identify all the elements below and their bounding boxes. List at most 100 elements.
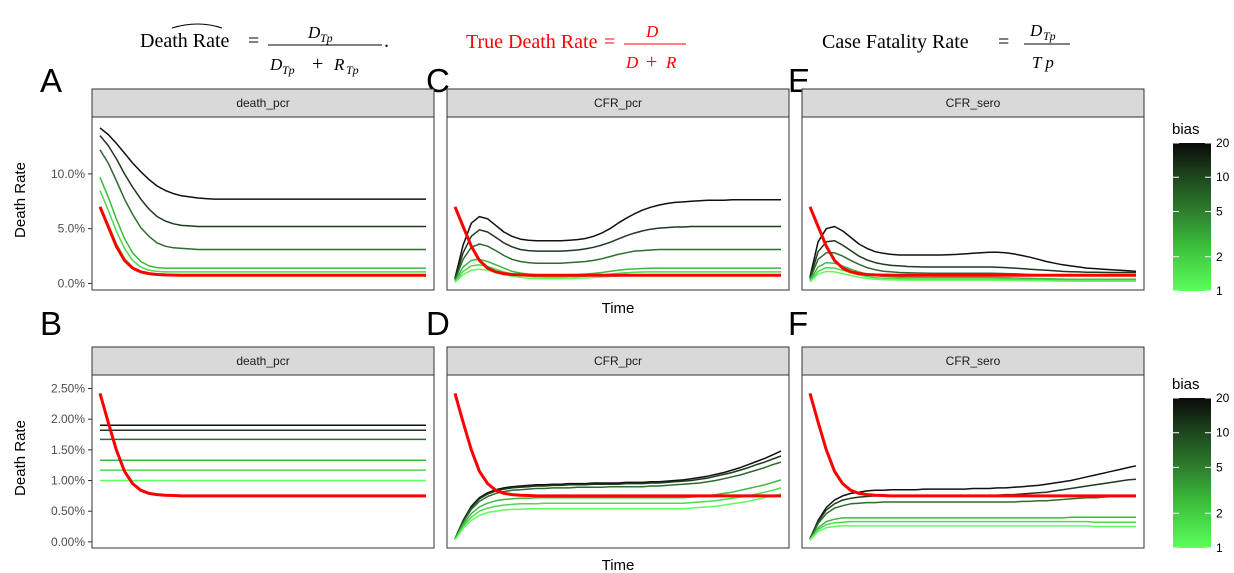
y-axis-label-bottom: Death Rate [12,420,29,496]
equation-left-num-sub: Tp [320,31,333,45]
panel-letter-f: F [788,305,808,342]
series-line-bias-1 [454,493,782,541]
strip-background [91,346,435,376]
equation-left-num: D [307,23,321,42]
equation-middle-num: D [645,22,659,41]
series-line-bias-20 [809,225,1137,278]
equation-left-hat [171,23,223,29]
y-axis-label-top: Death Rate [12,162,29,238]
series-line-bias-5 [454,461,782,540]
equation-left-equals: = [248,30,259,52]
series-line-bias-10 [809,239,1136,279]
panel-e: CFR_sero [801,88,1145,291]
strip-label: CFR_pcr [594,96,642,110]
series-line-bias-10 [99,135,426,228]
series-line-bias-2 [809,516,1136,540]
legend-bias-bottom: bias 20 10 5 2 1 [1172,376,1230,555]
equation-middle-plus: + [646,51,657,73]
equation-right-equals: = [998,31,1009,53]
equation-middle-equals: = [604,31,615,53]
series-line-bias-1 [809,270,1136,283]
true-death-rate-line [808,206,1136,277]
x-axis-label-bottom: Time [602,557,635,573]
y-tick-label: 0.50% [51,504,85,518]
legend-tick-label: 5 [1216,204,1223,218]
x-axis-label-top: Time [602,300,635,317]
equation-left-tail: . [384,30,389,52]
y-tick-label: 0.00% [51,535,85,549]
series-line-bias-5 [809,495,1136,540]
strip-label: death_pcr [236,354,289,368]
series-line-bias-10 [454,225,781,280]
series-line-bias-2 [454,479,782,540]
plot-area [91,116,435,291]
plot-area [91,374,435,549]
panel-d: CFR_pcr [446,346,790,549]
true-death-rate-line [808,392,1136,498]
series-line-bias-20 [809,465,1137,540]
series-line-bias-5 [454,243,781,281]
y-tick-label: 2.50% [51,381,85,395]
strip-background [446,88,790,118]
equation-right: Case Fatality Rate = D Tp T p [822,21,1070,72]
series-line-bias-5 [99,149,426,251]
strip-background [801,88,1145,118]
panel-letter-d: D [426,305,450,342]
equation-left-lhs: Death Rate [140,30,230,52]
legend-tick-label: 1 [1216,541,1223,555]
legend-tick-label: 10 [1216,426,1230,440]
series-line-bias-1.5 [454,487,782,540]
panel-c: CFR_pcr [446,88,790,291]
legend-title-top: bias [1172,121,1200,138]
legend-tick-label: 20 [1216,391,1230,405]
y-tick-label: 1.50% [51,443,85,457]
panel-b: death_pcr 0.00% 0.50% 1.00% 1.50% 2.00% 2.50% [51,346,435,549]
strip-label: CFR_pcr [594,354,642,368]
strip-background [801,346,1145,376]
y-tick-label: 5.0% [58,222,86,236]
plot-area [801,374,1145,549]
legend-tick-label: 20 [1216,136,1230,150]
legend-tick-label: 10 [1216,170,1230,184]
panel-a: death_pcr 0.0% 5.0% 10.0% [51,88,435,291]
true-death-rate-line [98,206,426,277]
series-line-bias-20 [454,198,781,279]
true-death-rate-line [98,392,426,498]
series-line-bias-1.5 [809,520,1136,541]
series-line-bias-10 [454,455,782,540]
legend-colorbar-bottom [1173,398,1211,548]
equation-right-lhs: Case Fatality Rate [822,31,969,53]
legend-tick-label: 2 [1216,250,1223,264]
equation-left: Death Rate = D Tp D Tp + R Tp . [140,23,389,77]
y-tick-label: 2.00% [51,412,85,426]
panel-f: CFR_sero [801,346,1145,549]
legend-bias-top: bias 20 10 5 2 1 [1172,121,1230,298]
strip-label: death_pcr [236,96,289,110]
legend-tick-label: 1 [1216,284,1223,298]
equation-right-num: D [1029,21,1043,40]
legend-title-bottom: bias [1172,376,1200,393]
strip-label: CFR_sero [946,354,1001,368]
series-line-bias-20 [99,127,426,200]
equation-left-den1-sub: Tp [282,63,295,77]
panel-letter-a: A [40,62,62,99]
legend-colorbar-top [1173,143,1211,291]
legend-tick-label: 2 [1216,506,1223,520]
legend-tick-label: 5 [1216,460,1223,474]
panel-letter-b: B [40,305,62,342]
equation-middle-lhs: True Death Rate [466,31,598,53]
equation-left-den2: R [333,55,345,74]
strip-label: CFR_sero [946,96,1001,110]
series-line-bias-2 [99,176,426,269]
plot-area [446,116,790,291]
equation-left-den1: D [269,55,283,74]
series-line-bias-1.5 [99,190,426,273]
y-tick-label: 1.00% [51,474,85,488]
plot-area [446,374,790,549]
equation-middle: True Death Rate = D D + R [466,22,686,73]
series-line-bias-1.5 [809,266,1136,282]
true-death-rate-line [453,206,781,277]
equation-right-num-sub: Tp [1043,29,1056,43]
